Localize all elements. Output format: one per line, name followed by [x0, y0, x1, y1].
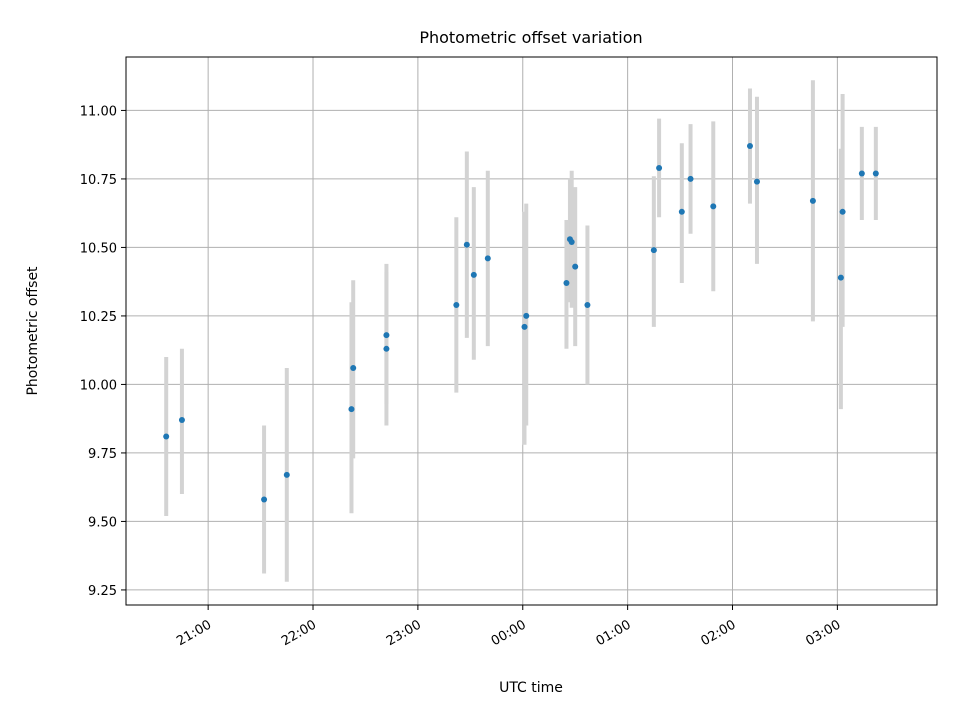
data-point — [858, 170, 865, 177]
data-point — [348, 406, 355, 413]
chart-title: Photometric offset variation — [419, 28, 642, 47]
data-point — [809, 197, 816, 204]
y-tick-label: 10.50 — [80, 241, 117, 256]
data-points — [163, 143, 879, 503]
y-axis-label: Photometric offset — [25, 266, 41, 396]
data-point — [678, 208, 685, 215]
data-point — [453, 301, 460, 308]
data-point — [746, 143, 753, 150]
y-tick-label: 9.75 — [88, 447, 117, 462]
data-point — [584, 301, 591, 308]
data-point — [753, 178, 760, 185]
y-tick-label: 9.50 — [88, 515, 117, 530]
y-tick-label: 10.00 — [80, 378, 117, 393]
y-tick-label: 10.75 — [80, 173, 117, 188]
data-point — [283, 471, 290, 478]
data-point — [563, 280, 570, 287]
data-point — [872, 170, 879, 177]
data-point — [350, 364, 357, 371]
data-point — [650, 247, 657, 254]
data-point — [839, 208, 846, 215]
data-point — [383, 345, 390, 352]
y-tick-label: 9.25 — [88, 584, 117, 599]
data-point — [470, 271, 477, 278]
y-tick-label: 10.25 — [80, 310, 117, 325]
data-point — [568, 238, 575, 245]
data-point — [163, 433, 170, 440]
data-point — [687, 175, 694, 182]
plot-frame — [125, 56, 938, 606]
data-point — [710, 203, 717, 210]
data-point — [178, 417, 185, 424]
data-point — [656, 164, 663, 171]
data-point — [521, 323, 528, 330]
data-point — [484, 255, 491, 262]
data-point — [523, 312, 530, 319]
data-point — [463, 241, 470, 248]
y-tick-label: 11.00 — [80, 104, 117, 119]
data-point — [261, 496, 268, 503]
data-point — [837, 274, 844, 281]
x-axis-label: UTC time — [499, 680, 563, 696]
data-point — [572, 263, 579, 270]
y-axis-ticks: 9.25 9.50 9.75 10.00 10.25 10.50 10.75 11.00 — [80, 104, 126, 599]
data-point — [383, 332, 390, 339]
grid — [126, 57, 937, 605]
